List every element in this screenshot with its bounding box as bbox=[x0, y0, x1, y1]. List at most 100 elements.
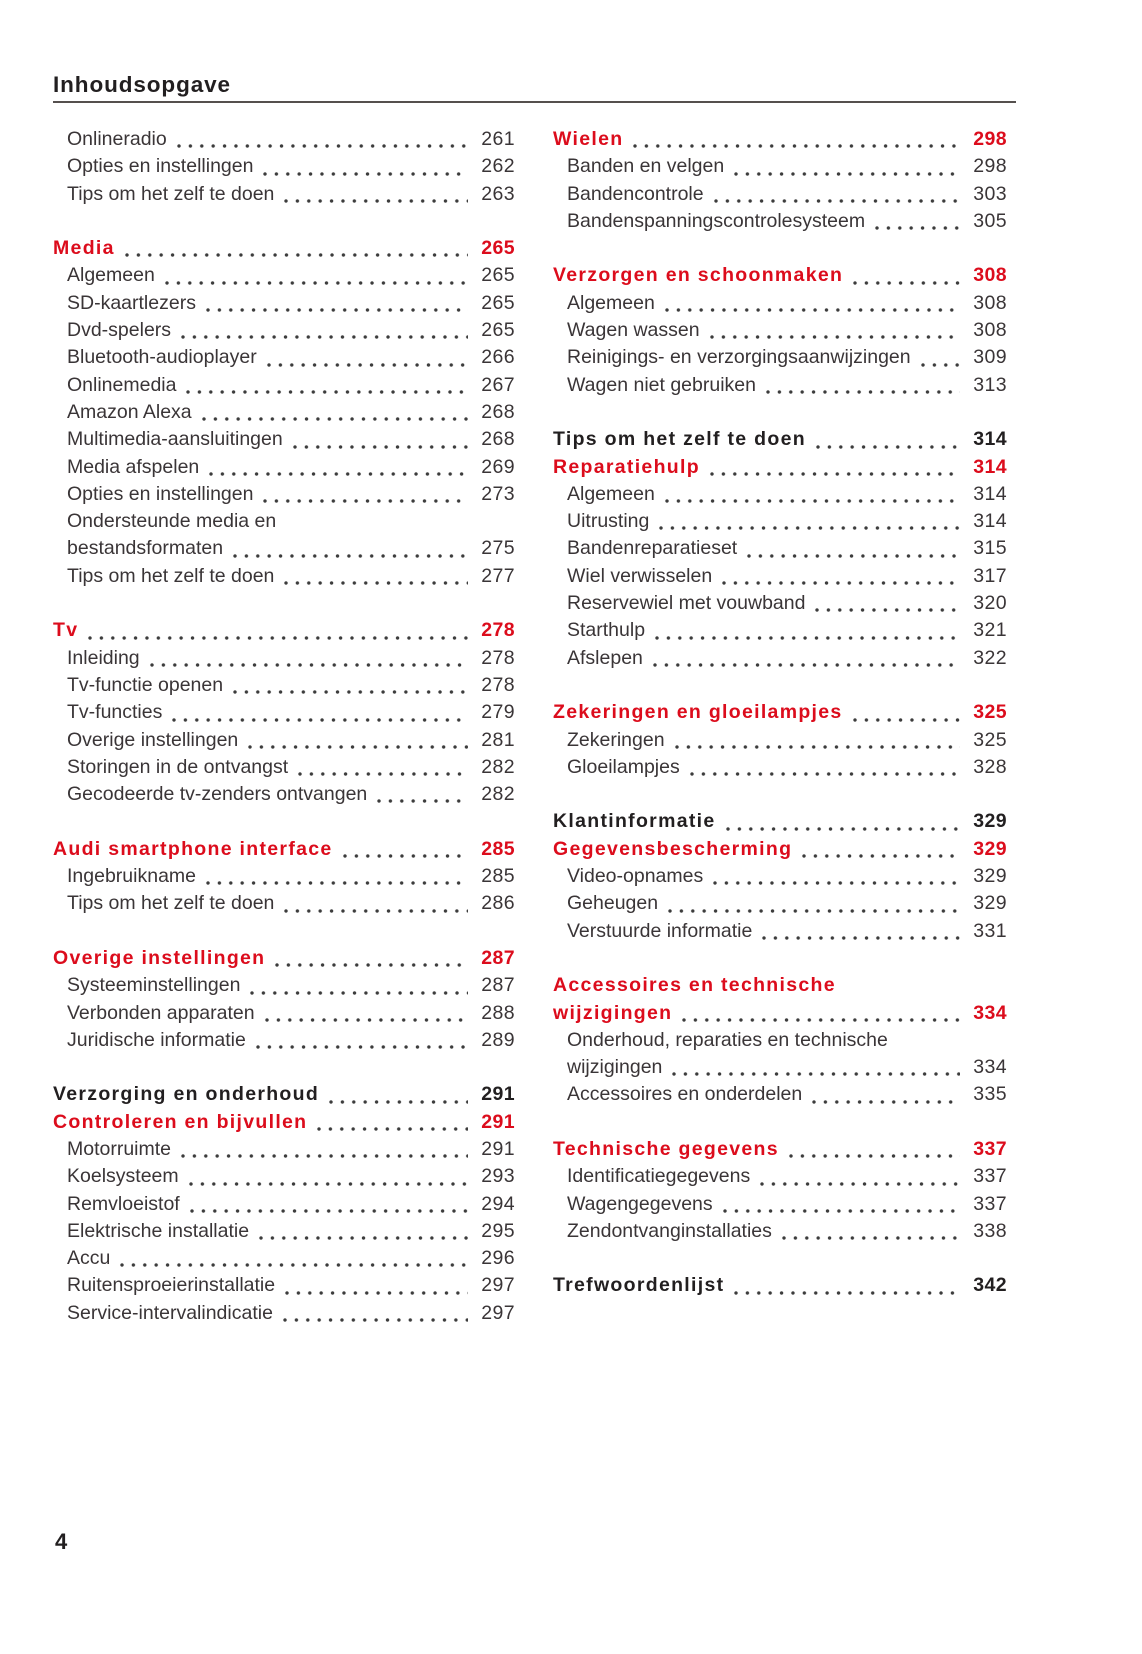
dot-leader bbox=[851, 716, 960, 723]
dot-leader bbox=[175, 143, 468, 150]
dot-leader bbox=[724, 825, 960, 832]
toc-entry-label: Inleiding bbox=[67, 646, 140, 669]
toc-item-row: Opties en instellingen 273 bbox=[53, 481, 515, 508]
toc-section: Verzorgen en schoonmaken 308 Algemeen 308 Wa… bbox=[553, 262, 1007, 398]
toc-section: Tv 278 Inleiding 278 Tv-functie openen 278 Tv-… bbox=[53, 617, 515, 808]
dot-leader bbox=[87, 634, 468, 641]
toc-entry-label: Opties en instellingen bbox=[67, 482, 254, 505]
dot-leader bbox=[188, 1207, 468, 1214]
toc-entry-label: Tv-functie openen bbox=[67, 673, 224, 696]
toc-entry-label: Uitrusting bbox=[567, 510, 650, 533]
toc-item-row: Verbonden apparaten 288 bbox=[53, 1000, 515, 1027]
toc-entry-label: Wielen bbox=[553, 128, 624, 150]
toc-entry-page: 314 bbox=[973, 455, 1007, 478]
toc-heading-row: Accessoires en technische bbox=[553, 972, 1007, 999]
toc-heading-row: Technische gegevens 337 bbox=[553, 1136, 1007, 1163]
toc-entry-page: 303 bbox=[973, 182, 1007, 205]
toc-item-row: Onlinemedia 267 bbox=[53, 372, 515, 399]
dot-leader bbox=[376, 798, 468, 805]
toc-item-row: Gloeilampjes 328 bbox=[553, 754, 1007, 781]
toc-entry-page: 334 bbox=[973, 1056, 1007, 1079]
toc-item-row: Reservewiel met vouwband 320 bbox=[553, 590, 1007, 617]
toc-entry-label: Verstuurde informatie bbox=[567, 919, 753, 942]
toc-entry-page: 314 bbox=[973, 482, 1007, 505]
toc-entry-label: Gloeilampjes bbox=[567, 755, 680, 778]
toc-item-row: Multimedia-aansluitingen 268 bbox=[53, 426, 515, 453]
toc-entry-page: 298 bbox=[973, 155, 1007, 178]
toc-item-row: Media afspelen 269 bbox=[53, 454, 515, 481]
dot-leader bbox=[712, 880, 960, 887]
dot-leader bbox=[341, 853, 468, 860]
toc-entry-label: Geheugen bbox=[567, 892, 659, 915]
dot-leader bbox=[274, 962, 468, 969]
toc-entry-label: Afslepen bbox=[567, 646, 643, 669]
toc-entry-label: Wagen wassen bbox=[567, 319, 700, 342]
toc-heading-row: Zekeringen en gloeilampjes 325 bbox=[553, 699, 1007, 726]
dot-leader bbox=[262, 170, 468, 177]
toc-entry-label: Systeeminstellingen bbox=[67, 974, 241, 997]
dot-leader bbox=[247, 743, 468, 750]
toc-item-row: Algemeen 314 bbox=[553, 481, 1007, 508]
toc-entry-label: Verzorgen en schoonmaken bbox=[553, 264, 844, 287]
dot-leader bbox=[205, 880, 468, 887]
toc-item-row: Onderhoud, reparaties en technische bbox=[553, 1027, 1007, 1054]
dot-leader bbox=[746, 552, 960, 559]
dot-leader bbox=[204, 307, 468, 314]
dot-leader bbox=[801, 853, 960, 860]
toc-entry-label: Media afspelen bbox=[67, 455, 200, 478]
toc-item-row: Onlineradio 261 bbox=[53, 126, 515, 153]
toc-item-row: Tv-functies 279 bbox=[53, 699, 515, 726]
toc-entry-page: 325 bbox=[973, 701, 1007, 724]
toc-item-row: Zekeringen 325 bbox=[553, 727, 1007, 754]
dot-leader bbox=[708, 334, 960, 341]
toc-entry-label: Algemeen bbox=[67, 264, 155, 287]
toc-entry-label: Zekeringen en gloeilampjes bbox=[553, 701, 843, 724]
toc-item-row: Bandenspanningscontrolesysteem 305 bbox=[553, 208, 1007, 235]
toc-entry-page: 269 bbox=[481, 455, 515, 478]
dot-leader bbox=[651, 661, 960, 668]
dot-leader bbox=[283, 580, 468, 587]
dot-leader bbox=[297, 771, 468, 778]
toc-item-row: Starthulp 321 bbox=[553, 617, 1007, 644]
toc-section: Onlineradio 261 Opties en instellingen 262 T… bbox=[53, 126, 515, 208]
toc-entry-page: 325 bbox=[973, 728, 1007, 751]
toc-heading-row: Trefwoordenlijst 342 bbox=[553, 1272, 1007, 1299]
toc-item-row: Wagengegevens 337 bbox=[553, 1191, 1007, 1218]
dot-leader bbox=[658, 525, 960, 532]
toc-entry-page: 337 bbox=[973, 1165, 1007, 1188]
toc-entry-page: 309 bbox=[973, 346, 1007, 369]
toc-heading-row: Verzorgen en schoonmaken 308 bbox=[553, 262, 1007, 289]
toc-entry-label: Reinigings- en verzorgingsaanwijzingen bbox=[567, 346, 911, 369]
dot-leader bbox=[721, 580, 960, 587]
dot-leader bbox=[283, 907, 468, 914]
toc-entry-label: Accessoires en onderdelen bbox=[567, 1083, 803, 1106]
toc-item-row: Bluetooth-audioplayer 266 bbox=[53, 344, 515, 371]
toc-item-row: Bandencontrole 303 bbox=[553, 181, 1007, 208]
toc-section: Trefwoordenlijst 342 bbox=[553, 1272, 1007, 1299]
dot-leader bbox=[163, 279, 468, 286]
toc-entry-label: Tips om het zelf te doen bbox=[67, 564, 275, 587]
dot-leader bbox=[688, 771, 960, 778]
toc-item-row: Tips om het zelf te doen 286 bbox=[53, 890, 515, 917]
toc-heading-row: Klantinformatie 329 bbox=[553, 808, 1007, 835]
dot-leader bbox=[874, 225, 960, 232]
toc-entry-page: 338 bbox=[973, 1219, 1007, 1242]
dot-leader bbox=[232, 552, 468, 559]
toc-item-row: Service-intervalindicatie 297 bbox=[53, 1300, 515, 1327]
toc-entry-label: Reservewiel met vouwband bbox=[567, 592, 806, 615]
toc-entry-label: Koelsysteem bbox=[67, 1165, 179, 1188]
toc-section: Overige instellingen 287 Systeeminstelling… bbox=[53, 945, 515, 1054]
toc-entry-label: Technische gegevens bbox=[553, 1137, 779, 1160]
toc-entry-label: Amazon Alexa bbox=[67, 400, 192, 423]
toc-item-row: Tips om het zelf te doen 277 bbox=[53, 563, 515, 590]
toc-item-row: Dvd-spelers 265 bbox=[53, 317, 515, 344]
toc-entry-page: 277 bbox=[481, 564, 515, 587]
toc-entry-label: SD-kaartlezers bbox=[67, 291, 196, 314]
toc-entry-label: Overige instellingen bbox=[67, 728, 239, 751]
toc-heading-row: Verzorging en onderhoud 291 bbox=[53, 1081, 515, 1108]
toc-entry-label: Dvd-spelers bbox=[67, 319, 172, 342]
toc-entry-page: 278 bbox=[481, 673, 515, 696]
toc-entry-page: 265 bbox=[481, 319, 515, 342]
toc-entry-label: Motorruimte bbox=[67, 1137, 172, 1160]
toc-entry-page: 265 bbox=[481, 264, 515, 287]
